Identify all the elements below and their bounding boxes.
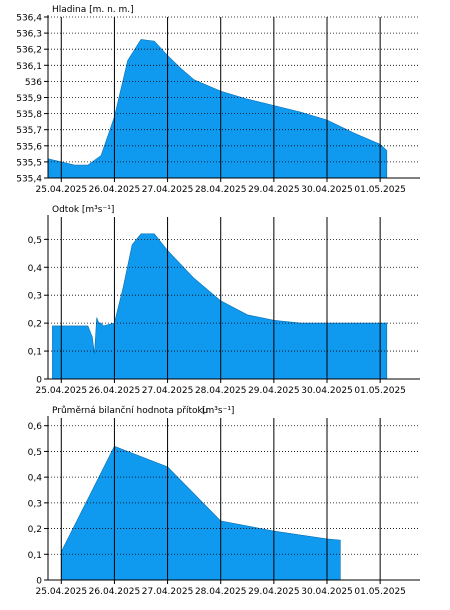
x-tick-label: 29.04.2025 <box>248 386 300 396</box>
y-tick-label: 0,5 <box>28 448 42 458</box>
y-tick-label: 536 <box>25 78 42 88</box>
x-tick-label: 28.04.2025 <box>195 185 247 195</box>
x-tick-label: 26.04.2025 <box>89 587 141 597</box>
y-tick-label: 0 <box>36 376 42 386</box>
y-tick-label: 535,7 <box>16 126 42 136</box>
x-tick-label: 27.04.2025 <box>142 386 194 396</box>
y-tick-label: 536,1 <box>16 62 42 72</box>
y-tick-label: 0,6 <box>28 422 43 432</box>
chart-panel-2: 0,5 0,4 0,3 0,2 0,1 025.04.2025 26.04.2025 27.0… <box>28 205 420 396</box>
y-tick-label: 0 <box>36 577 42 587</box>
y-tick-label: 0,4 <box>28 474 43 484</box>
x-tick-label: 26.04.2025 <box>89 185 141 195</box>
x-tick-label: 01.05.2025 <box>354 386 406 396</box>
x-tick-label: 25.04.2025 <box>36 185 88 195</box>
x-tick-label: 30.04.2025 <box>301 587 353 597</box>
x-tick-label: 28.04.2025 <box>195 587 247 597</box>
y-tick-label: 0,1 <box>28 348 42 358</box>
x-tick-label: 27.04.2025 <box>142 587 194 597</box>
x-tick-label: 01.05.2025 <box>354 587 406 597</box>
x-tick-label: 30.04.2025 <box>301 386 353 396</box>
y-tick-label: 535,9 <box>16 94 42 104</box>
y-tick-label: 535,5 <box>16 158 42 168</box>
x-tick-label: 26.04.2025 <box>89 386 141 396</box>
chart-title-unit: [m³s⁻¹] <box>202 406 234 416</box>
x-tick-label: 25.04.2025 <box>36 587 88 597</box>
y-tick-label: 0,5 <box>28 236 42 246</box>
area-series <box>61 445 341 581</box>
chart-panel-1: 536,4 536,3 536,2 536,1 536 535,9 535,8 535,7 53… <box>16 5 420 195</box>
y-tick-label: 535,6 <box>16 142 42 152</box>
x-tick-label: 29.04.2025 <box>248 185 300 195</box>
y-tick-label: 0,4 <box>28 264 43 274</box>
y-tick-label: 536,4 <box>16 14 42 24</box>
area-series <box>47 39 388 179</box>
chart-title: Odtok [m³s⁻¹] <box>52 205 114 215</box>
y-tick-label: 0,3 <box>28 292 42 302</box>
y-tick-label: 536,2 <box>16 46 42 56</box>
chart-title: Hladina [m. n. m.] <box>52 5 134 15</box>
x-tick-label: 01.05.2025 <box>354 185 406 195</box>
x-tick-label: 29.04.2025 <box>248 587 300 597</box>
y-tick-label: 0,1 <box>28 551 42 561</box>
x-tick-label: 30.04.2025 <box>301 185 353 195</box>
x-tick-label: 28.04.2025 <box>195 386 247 396</box>
y-tick-label: 0,2 <box>28 320 42 330</box>
y-tick-label: 0,3 <box>28 499 42 509</box>
x-tick-label: 27.04.2025 <box>142 185 194 195</box>
x-tick-label: 25.04.2025 <box>36 386 88 396</box>
chart-title: Průměrná bilanční hodnota přítoku <box>52 405 208 416</box>
y-tick-label: 535,8 <box>16 110 42 120</box>
area-series <box>52 233 388 380</box>
y-tick-label: 536,3 <box>16 30 42 40</box>
y-tick-label: 0,2 <box>28 525 42 535</box>
y-tick-label: 535,4 <box>16 175 42 185</box>
